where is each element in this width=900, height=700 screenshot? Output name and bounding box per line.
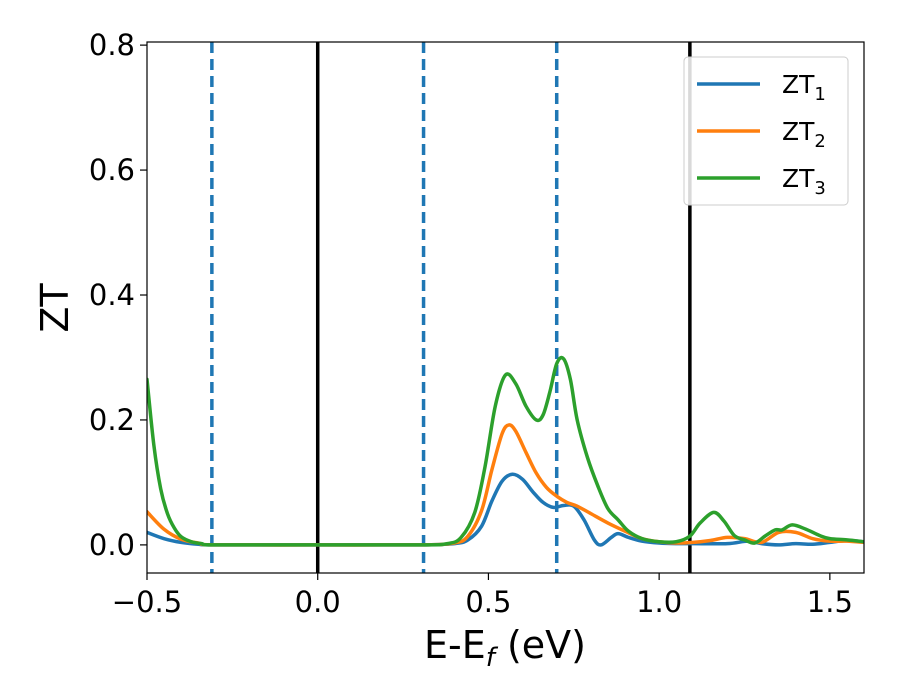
y-axis-ticks: 0.0 0.2 0.4 0.6 0.8 <box>89 28 147 562</box>
x-tick-label: 0.5 <box>465 585 511 619</box>
y-tick-label: 0.2 <box>89 403 135 437</box>
x-tick-label: 0.0 <box>295 585 341 619</box>
series-line-zt3 <box>147 355 864 547</box>
x-axis-ticks: −0.5 0.0 0.5 1.0 1.5 <box>112 573 853 619</box>
legend-label-zt1: ZT1 <box>782 70 826 105</box>
series-line-zt2 <box>147 423 864 547</box>
legend-label-zt3: ZT3 <box>782 164 826 199</box>
x-axis-label-unit: (eV) <box>495 623 586 667</box>
y-tick-label: 0.6 <box>89 153 135 187</box>
series-lines <box>147 355 864 547</box>
legend-box <box>683 56 849 206</box>
y-tick-label: 0.8 <box>89 28 135 62</box>
x-tick-label: 1.0 <box>636 585 682 619</box>
legend-entries: ZT1 ZT2 ZT3 <box>697 70 826 199</box>
y-axis-label: ZT <box>33 283 77 333</box>
legend: ZT1 ZT2 ZT3 <box>683 56 849 206</box>
series-line-zt1 <box>147 472 864 547</box>
y-tick-label: 0.4 <box>89 278 135 312</box>
x-tick-label: 1.5 <box>807 585 853 619</box>
legend-label-zt2: ZT2 <box>782 117 826 152</box>
vertical-reference-lines <box>210 42 692 573</box>
x-tick-label: −0.5 <box>112 585 182 619</box>
plot-frame <box>146 41 865 574</box>
x-axis-label-main: E-E <box>424 623 486 667</box>
y-tick-label: 0.0 <box>89 528 135 562</box>
x-axis-label: E-Ef (eV) <box>424 623 586 673</box>
